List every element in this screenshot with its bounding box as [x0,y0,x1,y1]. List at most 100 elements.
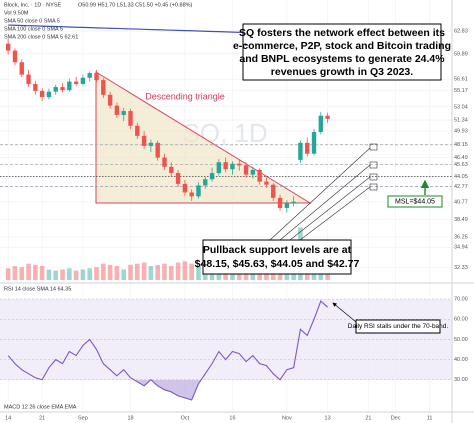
candle-body [121,111,126,115]
volume-bar [134,263,140,280]
x-tick-label: 14 [5,415,11,421]
candle-body [141,135,147,146]
candle-body [223,162,228,170]
msl-label: MSL=$44.05 [395,198,435,205]
candle-body [148,142,154,146]
candle-body [277,197,283,208]
x-tick-label: 13 [325,415,331,421]
x-tick-label: 11 [427,415,433,421]
rsi-title: RSI 14 close SMA 14 64.35 [4,286,71,292]
volume-bar [162,263,167,280]
indicator: Vol 9.50M [4,10,29,16]
x-tick-label: Nov [282,415,292,421]
volume-bar [189,263,194,280]
volume-bar [128,264,133,280]
volume-bar [168,266,174,280]
y-tick-label: 30.00 [454,377,468,383]
candle-body [39,90,45,98]
volume-bar [80,269,86,280]
candle-body [87,73,92,78]
y-tick-label: 60.00 [454,317,468,323]
indicator: SMA 100 close 0 SMA 5 [4,26,63,32]
candle-body [67,81,72,91]
volume-bar [60,269,65,280]
volume-bar [175,262,181,280]
y-tick-label: 40.00 [454,357,468,363]
volume-bar [196,266,201,280]
y-tick-label: 42.77 [454,184,468,190]
candle-body [298,142,303,160]
rsi-line [7,300,328,401]
candle-body [237,163,242,166]
note-box [242,23,442,81]
y-tick-label: 49.93 [454,128,468,134]
triangle-label: Descending triangle [145,91,225,101]
support-line: Pullback support levels are at [203,244,352,256]
candle-body [203,179,208,186]
candle-body [19,62,24,75]
indicator: SMA 50 close 0 SMA 5 [4,18,60,24]
footer-indicator: MACD 12 26 close EMA EMA [4,404,77,410]
y-tick-label: 36.25 [454,234,468,240]
candle-body [80,77,86,84]
msl-box [387,195,443,208]
y-tick-label: 70.00 [454,297,468,303]
candle-body [305,142,310,154]
y-tick-label: 59.89 [454,51,468,57]
x-tick-label: Oct [181,415,190,421]
candle-body [128,111,133,126]
candle-body [271,184,276,198]
volume-bar [67,268,72,280]
volume-bar [26,263,31,280]
candle-body [284,203,290,208]
volume-bar [19,267,25,280]
volume-bar [155,264,160,280]
volume-bar [148,266,154,280]
x-tick-label: 21 [39,415,45,421]
y-tick-label: 38.49 [454,217,468,223]
candle-body [230,163,235,170]
x-tick-label: 16 [229,415,235,421]
volume-bar [53,270,59,280]
volume-bar [141,262,147,280]
candle-body [169,166,174,174]
volume-bar [182,261,188,280]
candle-body [107,94,113,106]
y-tick-label: 51.34 [454,118,468,124]
candle-body [94,73,99,81]
volume-bar [87,268,93,280]
y-tick-label: 46.49 [454,155,468,161]
candle-body [26,74,31,84]
candle-body [250,169,256,175]
y-tick-label: 62.83 [454,28,468,34]
volume-bar [46,269,52,280]
volume-bar [94,267,99,280]
plot [0,24,452,401]
volume-bar [101,263,106,280]
y-tick-label: 45.63 [454,162,468,168]
note-line: SQ fosters the network effect between it… [239,27,445,39]
candle-body [5,43,11,51]
indicator: SMA 200 close 0 SMA 5 62.61 [4,34,78,40]
support-box [202,239,352,275]
candle-body [60,87,65,91]
candle-body [162,157,167,167]
candle-body [53,87,58,92]
candle-body [257,169,262,182]
oversold-fill [133,379,202,400]
candle-body [182,183,188,193]
candle-body [114,105,120,115]
y-tick-label: 32.33 [454,265,468,271]
candle-body [318,115,324,132]
note-line: e-commerce, P2P, stock and Bitcoin tradi… [233,40,451,52]
candle-body [264,181,269,185]
candle-body [135,125,140,136]
candle-body [325,115,330,119]
candle-body [209,173,215,180]
volume-bar [121,269,127,280]
note-line: revenues growth in Q3 2023. [271,66,413,78]
candle-body [311,131,317,154]
candle-body [175,173,181,184]
x-tick-label: Sep [78,415,88,421]
